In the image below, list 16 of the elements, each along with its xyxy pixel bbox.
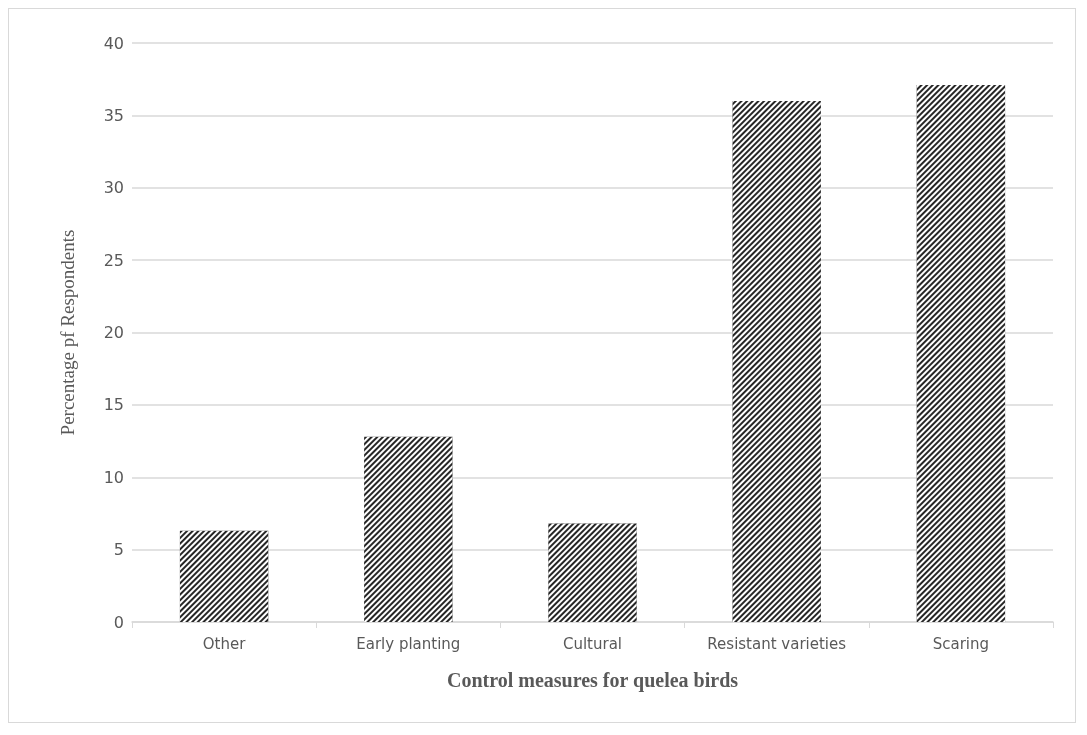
y-tick-label: 20 xyxy=(103,323,124,342)
x-tick-label: Early planting xyxy=(356,634,461,653)
x-tick-label: Scaring xyxy=(932,634,990,653)
y-axis-title: Percentage pf Respondents xyxy=(57,229,78,436)
x-tick-label: Cultural xyxy=(562,634,623,653)
x-tick-label: Other xyxy=(202,634,247,653)
y-tick-label: 35 xyxy=(103,105,124,125)
y-tick-label: 25 xyxy=(103,250,124,270)
y-tick-label: 5 xyxy=(113,540,124,560)
x-tick-label: Resistant varieties xyxy=(707,634,847,653)
y-tick-label: 10 xyxy=(103,467,124,487)
y-tick-label: 0 xyxy=(113,612,124,632)
y-tick-label: 30 xyxy=(103,178,124,198)
y-tick-label: 40 xyxy=(103,33,124,53)
y-tick-label: 15 xyxy=(103,395,124,415)
x-axis-title: Control measures for quelea birds xyxy=(446,669,739,692)
